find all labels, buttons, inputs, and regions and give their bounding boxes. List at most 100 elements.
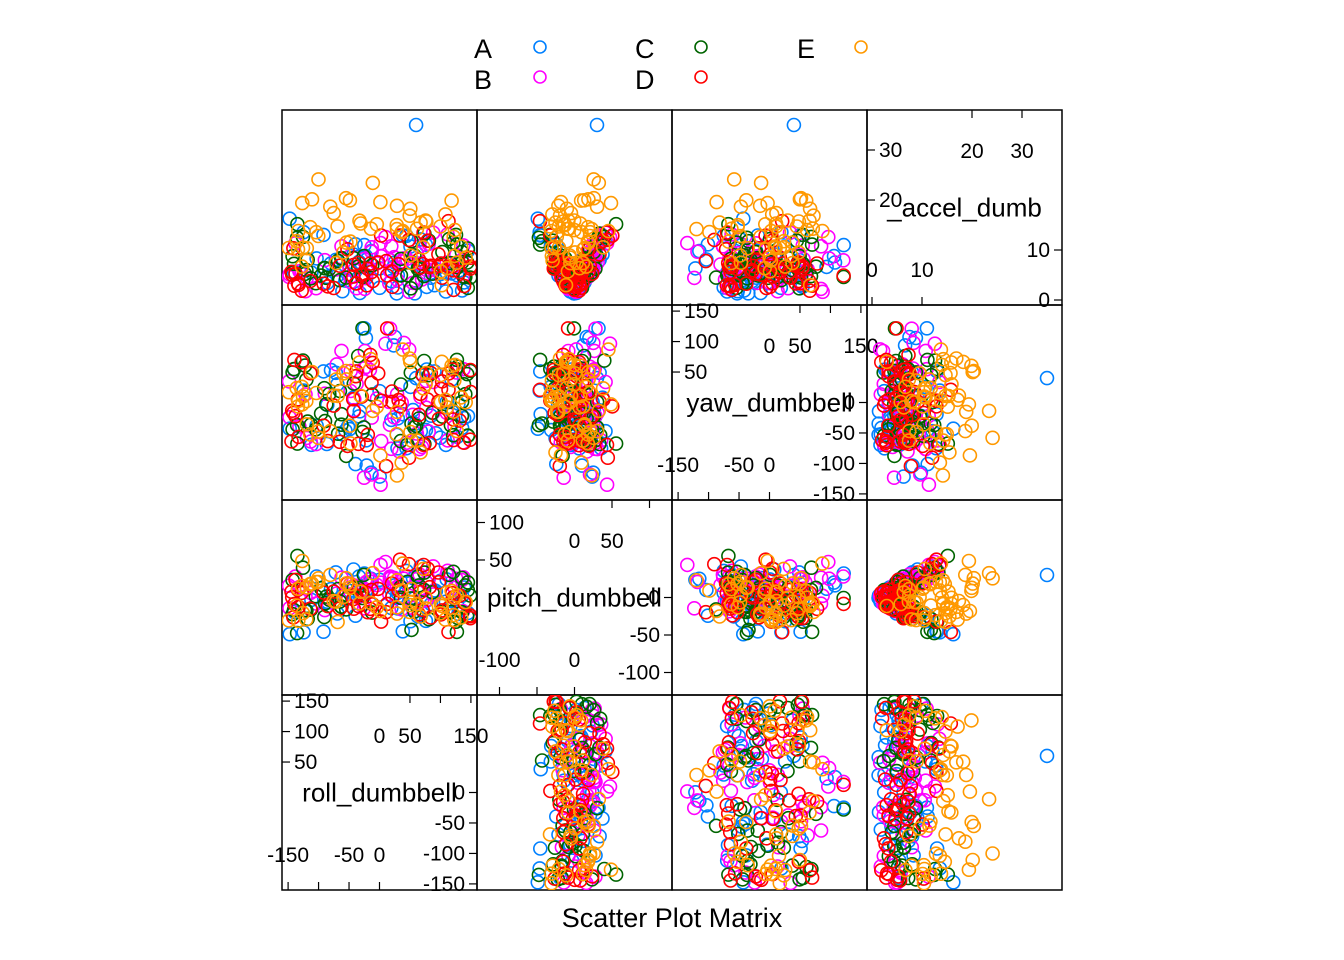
point-e <box>806 208 821 223</box>
point-d <box>600 232 616 248</box>
point-d <box>781 793 797 808</box>
point-e <box>449 588 465 603</box>
point-b <box>715 773 731 789</box>
point-e <box>935 572 951 588</box>
point-d <box>751 241 767 256</box>
point-e <box>304 364 320 380</box>
point-e <box>938 724 953 739</box>
point-b <box>373 557 388 573</box>
point-a <box>530 211 546 226</box>
point-b <box>821 571 837 587</box>
point-e <box>290 613 306 629</box>
point-c <box>566 763 582 779</box>
point-e <box>603 397 619 412</box>
point-e <box>948 604 964 620</box>
point-c <box>542 708 558 724</box>
point-c <box>836 802 851 817</box>
point-b <box>373 433 389 449</box>
point-c <box>411 411 427 426</box>
point-e <box>446 373 462 388</box>
point-d <box>349 276 364 291</box>
point-e <box>923 436 938 451</box>
tick-label: -100 <box>813 452 855 475</box>
point-e <box>343 234 358 249</box>
point-c <box>531 230 547 246</box>
point-d <box>431 247 446 262</box>
point-e <box>336 589 351 605</box>
point-e <box>912 821 927 836</box>
point-d <box>721 700 737 716</box>
point-e <box>915 581 930 597</box>
point-e <box>965 852 981 868</box>
point-e <box>689 221 704 237</box>
point-d <box>362 256 378 271</box>
point-e <box>595 380 611 396</box>
point-e <box>776 233 792 249</box>
point-e <box>806 604 821 620</box>
point-c <box>290 436 305 451</box>
point-e <box>595 741 611 757</box>
point-e <box>923 814 938 829</box>
tick-label-top: 50 <box>788 335 811 358</box>
point-e <box>389 221 405 237</box>
point-d <box>294 283 310 299</box>
point-c <box>445 564 461 580</box>
tick-label-top: 0 <box>569 530 581 553</box>
point-e <box>560 433 576 448</box>
point-e <box>950 392 965 408</box>
panel-r3-c1 <box>476 694 673 891</box>
point-d <box>748 869 764 884</box>
point-a <box>945 874 961 890</box>
point-d <box>546 695 562 709</box>
point-e <box>567 245 583 260</box>
point-e <box>395 556 411 571</box>
point-d <box>878 700 894 716</box>
legend-marker-e <box>854 40 868 54</box>
point-e <box>898 862 913 878</box>
point-e <box>444 193 459 208</box>
point-e <box>793 570 809 586</box>
point-c <box>588 746 603 762</box>
point-e <box>934 357 950 373</box>
point-e <box>912 589 927 605</box>
point-e <box>762 698 778 714</box>
point-e <box>394 455 410 470</box>
point-a <box>309 251 324 266</box>
point-c <box>876 753 892 769</box>
point-e <box>447 590 463 606</box>
point-c <box>589 800 605 816</box>
point-e <box>730 767 746 783</box>
point-c <box>295 560 311 576</box>
point-e <box>574 455 589 470</box>
point-d <box>876 830 892 846</box>
point-c <box>804 237 820 252</box>
point-e <box>702 762 717 778</box>
point-a <box>348 456 363 472</box>
point-d <box>332 258 348 274</box>
point-d <box>360 427 376 443</box>
point-c <box>460 575 476 590</box>
point-e <box>572 803 588 819</box>
point-b <box>373 235 388 251</box>
point-e <box>589 199 605 214</box>
point-a <box>836 237 852 253</box>
point-d <box>456 278 472 294</box>
tick-label: 0 <box>843 392 855 415</box>
point-d <box>582 725 598 741</box>
tick-label-top: 20 <box>960 140 983 163</box>
point-b <box>588 321 603 337</box>
point-e <box>302 427 318 442</box>
point-d <box>416 557 431 573</box>
point-e <box>958 404 974 420</box>
point-c <box>566 321 582 336</box>
point-e <box>433 219 448 234</box>
point-d <box>287 278 302 294</box>
point-b <box>373 477 388 493</box>
point-d <box>901 347 916 363</box>
tick-label: 20 <box>879 189 902 212</box>
point-d <box>901 794 916 810</box>
point-c <box>592 711 608 727</box>
point-e <box>580 427 596 442</box>
point-d <box>706 755 722 771</box>
point-d <box>571 862 587 878</box>
